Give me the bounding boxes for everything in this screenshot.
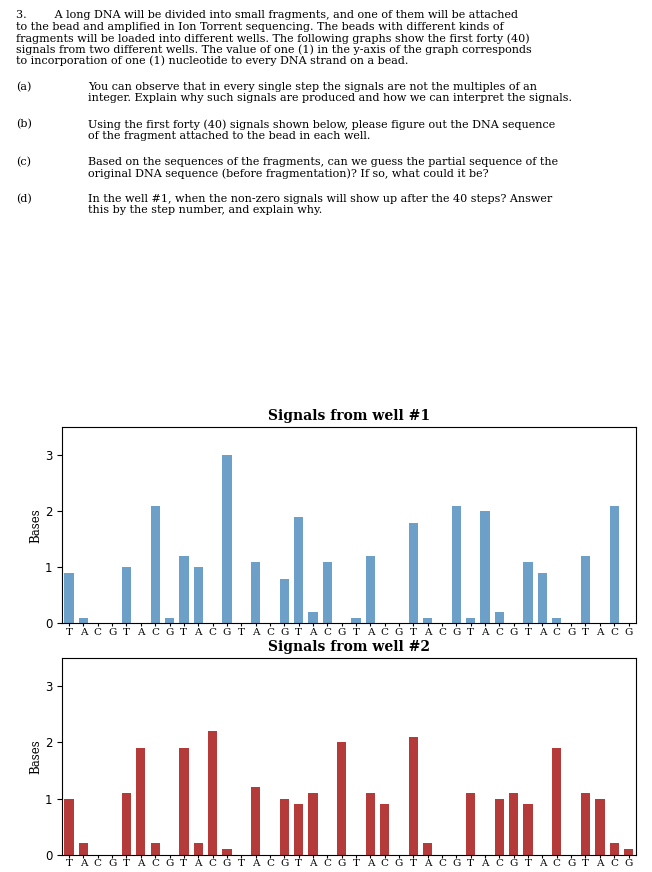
Bar — [423, 843, 432, 855]
Bar — [595, 799, 604, 855]
Bar — [552, 748, 561, 855]
Bar — [366, 556, 375, 623]
Bar — [79, 618, 88, 623]
Bar — [65, 573, 74, 623]
Bar — [294, 804, 303, 855]
Bar — [466, 618, 475, 623]
Bar — [208, 732, 217, 855]
Bar — [552, 618, 561, 623]
Bar — [524, 804, 533, 855]
Text: In the well #1, when the non-zero signals will show up after the 40 steps? Answe: In the well #1, when the non-zero signal… — [88, 194, 552, 204]
Bar — [624, 849, 633, 855]
Bar — [481, 511, 490, 623]
Title: Signals from well #1: Signals from well #1 — [268, 409, 430, 423]
Bar — [122, 568, 131, 623]
Bar — [337, 742, 346, 855]
Bar — [122, 793, 131, 855]
Text: original DNA sequence (before fragmentation)? If so, what could it be?: original DNA sequence (before fragmentat… — [88, 168, 488, 179]
Title: Signals from well #2: Signals from well #2 — [268, 640, 430, 654]
Bar — [308, 612, 318, 623]
Bar — [294, 517, 303, 623]
Text: of the fragment attached to the bead in each well.: of the fragment attached to the bead in … — [88, 131, 370, 140]
Text: signals from two different wells. The value of one (1) in the y-axis of the grap: signals from two different wells. The va… — [16, 44, 532, 55]
Bar — [151, 843, 160, 855]
Bar — [466, 793, 475, 855]
Text: You can observe that in every single step the signals are not the multiples of a: You can observe that in every single ste… — [88, 82, 537, 92]
Text: this by the step number, and explain why.: this by the step number, and explain why… — [88, 206, 322, 215]
Text: fragments will be loaded into different wells. The following graphs show the fir: fragments will be loaded into different … — [16, 33, 530, 44]
Bar — [136, 748, 145, 855]
Text: Based on the sequences of the fragments, can we guess the partial sequence of th: Based on the sequences of the fragments,… — [88, 157, 558, 167]
Bar — [222, 455, 231, 623]
Bar — [409, 737, 418, 855]
Bar — [351, 618, 361, 623]
Bar — [452, 506, 461, 623]
Text: to the bead and amplified in Ion Torrent sequencing. The beads with different ki: to the bead and amplified in Ion Torrent… — [16, 22, 504, 31]
Bar — [581, 556, 590, 623]
Bar — [495, 799, 504, 855]
Bar — [165, 618, 174, 623]
Bar — [280, 579, 289, 623]
Bar — [194, 568, 203, 623]
Text: (d): (d) — [16, 194, 32, 204]
Text: (a): (a) — [16, 82, 32, 92]
Text: Using the first forty (40) signals shown below, please figure out the DNA sequen: Using the first forty (40) signals shown… — [88, 119, 556, 130]
Text: (b): (b) — [16, 119, 32, 130]
Bar — [179, 556, 188, 623]
Bar — [308, 793, 318, 855]
Y-axis label: Bases: Bases — [29, 739, 42, 773]
Bar — [366, 793, 375, 855]
Text: 3.        A long DNA will be divided into small fragments, and one of them will : 3. A long DNA will be divided into small… — [16, 10, 518, 20]
Bar — [194, 843, 203, 855]
Bar — [179, 748, 188, 855]
Text: to incorporation of one (1) nucleotide to every DNA strand on a bead.: to incorporation of one (1) nucleotide t… — [16, 56, 409, 66]
Bar — [581, 793, 590, 855]
Bar — [524, 562, 533, 623]
Bar — [251, 562, 260, 623]
Bar — [538, 573, 547, 623]
Bar — [495, 612, 504, 623]
Bar — [323, 562, 332, 623]
Bar — [610, 843, 619, 855]
Bar — [610, 506, 619, 623]
Bar — [251, 787, 260, 855]
Bar — [280, 799, 289, 855]
Bar — [423, 618, 432, 623]
Bar — [151, 506, 160, 623]
Bar — [409, 522, 418, 623]
Bar — [222, 849, 231, 855]
Text: integer. Explain why such signals are produced and how we can interpret the sign: integer. Explain why such signals are pr… — [88, 93, 572, 103]
Bar — [79, 843, 88, 855]
Text: (c): (c) — [16, 157, 31, 167]
Bar — [65, 799, 74, 855]
Bar — [509, 793, 518, 855]
Bar — [380, 804, 389, 855]
Y-axis label: Bases: Bases — [29, 508, 42, 542]
